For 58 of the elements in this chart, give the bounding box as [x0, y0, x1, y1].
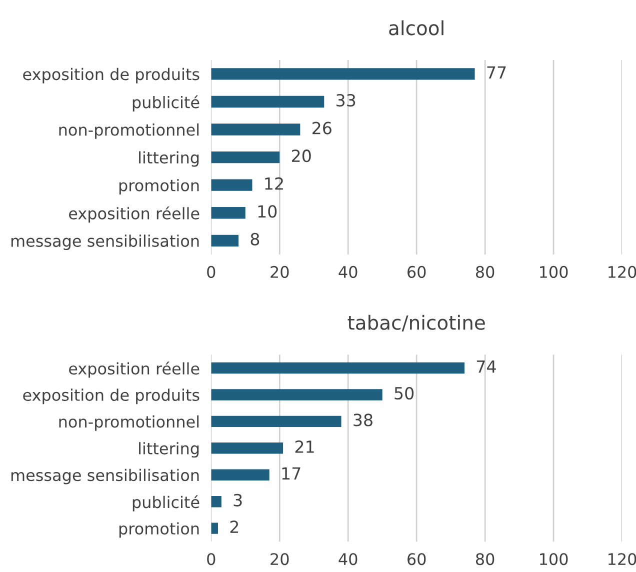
x-tick-label: 20	[270, 553, 289, 566]
data-label: 20	[292, 150, 311, 162]
bar	[211, 362, 465, 374]
data-label: 12	[265, 177, 283, 190]
y-tick-label: littering	[139, 442, 199, 458]
bar	[211, 234, 239, 246]
x-tick-label: 100	[540, 266, 568, 278]
bar	[211, 96, 324, 108]
y-tick-label: exposition de produits	[23, 68, 200, 84]
x-tick-label: 0	[207, 266, 216, 278]
bar	[211, 522, 218, 534]
bar	[211, 179, 252, 191]
data-label: 26	[312, 122, 332, 134]
data-label: 21	[295, 440, 314, 453]
y-tick-label: message sensibilisation	[11, 234, 199, 250]
bar	[211, 442, 284, 454]
y-tick-label: promotion	[119, 179, 199, 194]
data-label: 2	[230, 520, 238, 533]
y-tick-label: non-promotionnel	[59, 415, 199, 431]
x-tick-label: 120	[608, 553, 636, 566]
data-label: 38	[354, 414, 372, 426]
x-tick-label: 80	[476, 266, 494, 278]
y-tick-label: non-promotionnel	[59, 123, 199, 139]
data-label: 3	[234, 494, 242, 506]
chart-title: tabac/nicotine	[348, 314, 485, 332]
y-tick-label: promotion	[119, 522, 199, 538]
y-tick-label: exposition réelle	[69, 362, 200, 378]
y-tick-label: exposition réelle	[69, 206, 200, 223]
x-tick-label: 60	[408, 553, 426, 566]
x-tick-label: 40	[338, 553, 358, 566]
data-label: 8	[250, 232, 260, 246]
chart-title: alcool	[389, 20, 444, 36]
x-tick-label: 0	[207, 553, 216, 566]
data-label: 50	[394, 386, 414, 400]
bar	[211, 416, 342, 428]
data-label: 77	[487, 66, 506, 79]
bar	[211, 389, 382, 400]
bar	[211, 469, 270, 480]
data-label: 74	[476, 360, 496, 373]
data-label: 10	[258, 205, 277, 218]
y-tick-label: exposition de produits	[23, 388, 200, 404]
bar	[211, 207, 246, 219]
x-tick-label: 80	[476, 553, 494, 566]
x-tick-label: 100	[540, 553, 568, 566]
data-label: 33	[336, 94, 356, 107]
y-tick-label: littering	[139, 151, 199, 167]
x-tick-label: 120	[608, 266, 636, 278]
x-tick-label: 20	[270, 266, 289, 278]
y-tick-label: publicité	[132, 95, 200, 112]
bar	[211, 496, 222, 508]
y-tick-label: publicité	[132, 495, 200, 512]
bar	[211, 151, 280, 164]
bar	[211, 68, 475, 80]
x-tick-label: 40	[338, 266, 358, 278]
data-label: 17	[282, 467, 300, 480]
bar	[211, 124, 300, 136]
x-tick-label: 60	[408, 266, 426, 278]
y-tick-label: message sensibilisation	[11, 468, 199, 484]
